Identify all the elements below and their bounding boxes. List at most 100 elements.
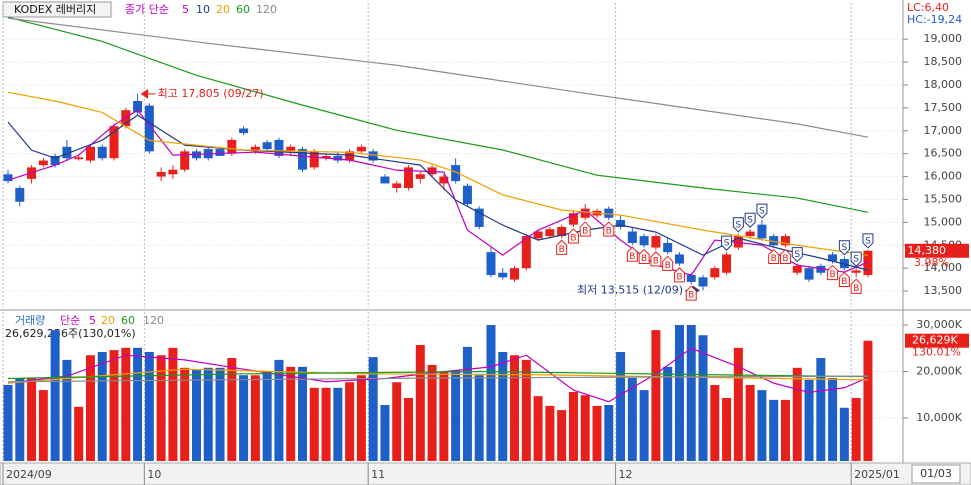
high-annotation: 최고 17,805 (09/27)	[158, 87, 264, 100]
volume-bar	[710, 384, 720, 461]
ma-line	[7, 347, 869, 403]
volume-bar	[392, 382, 402, 461]
y-tick-label: 17,000	[924, 124, 963, 137]
volume-bar	[828, 378, 838, 461]
candle-body	[286, 146, 296, 152]
lc-label: LC:6,40	[907, 1, 949, 14]
volume-bar	[97, 351, 107, 461]
last-price-box	[905, 243, 969, 258]
signal-marker	[603, 221, 615, 237]
cursor-date: 01/03	[920, 467, 952, 480]
volume-bar	[427, 364, 437, 461]
volume-bar	[227, 358, 237, 461]
volume-bar	[839, 407, 849, 461]
y-tick-label: 19,000	[924, 32, 963, 45]
signal-marker	[862, 233, 874, 249]
ma-line	[7, 370, 868, 380]
candle-body	[156, 171, 166, 177]
candle-body	[109, 126, 119, 159]
volume-bar	[757, 390, 767, 461]
candle-body	[356, 146, 366, 152]
candle-body	[733, 236, 743, 248]
y-tick-label: 13,500	[924, 284, 963, 297]
volume-bar	[439, 371, 449, 461]
signal-label: S	[747, 216, 753, 226]
candle-body	[180, 151, 190, 170]
ma-line	[7, 109, 869, 276]
volume-bar	[804, 379, 814, 461]
signal-marker	[850, 278, 862, 294]
candle-body	[262, 142, 272, 150]
high-arrow	[140, 88, 156, 99]
volume-bar	[168, 347, 178, 461]
volume-bar	[321, 387, 331, 461]
volume-bar	[356, 375, 366, 461]
candle-body	[451, 165, 461, 182]
volume-bar	[368, 357, 378, 461]
volume-bar	[521, 359, 531, 461]
symbol-box	[2, 1, 112, 18]
volume-bar	[745, 384, 755, 461]
signal-marker	[579, 221, 591, 237]
volume-bar	[85, 355, 95, 461]
candle-body	[604, 208, 614, 218]
signal-label: B	[606, 227, 612, 237]
candle-body	[828, 254, 838, 262]
volume-bar	[863, 340, 873, 461]
signal-marker	[744, 212, 756, 228]
x-axis-bar	[0, 462, 971, 485]
ma-line	[7, 16, 869, 213]
y-tick-label: 10,000K	[916, 411, 962, 424]
volume-bar	[604, 404, 614, 461]
volume-bar	[557, 410, 567, 461]
volume-bar	[3, 384, 13, 461]
volume-bar	[498, 351, 508, 461]
legend-entry: 5	[182, 3, 189, 16]
candle-body	[769, 236, 779, 246]
candle-body	[38, 160, 48, 166]
y-tick-label: 16,500	[924, 147, 963, 160]
signal-marker	[638, 248, 650, 265]
signal-label: B	[582, 227, 588, 237]
candle-body	[627, 231, 637, 243]
candle-body	[698, 277, 708, 287]
signal-label: B	[688, 291, 694, 301]
volume-bar	[580, 395, 590, 461]
signal-label: S	[759, 207, 765, 217]
volume-bar	[627, 378, 637, 461]
volume-bar	[404, 398, 414, 461]
candle-body	[215, 149, 225, 156]
x-tick-label: 2024/09	[6, 468, 52, 481]
candle-body	[298, 149, 307, 170]
signal-label: B	[782, 254, 788, 264]
volume-bar	[851, 398, 861, 461]
volume-bar	[215, 367, 225, 461]
volume-bar	[674, 325, 684, 461]
candle-body	[616, 220, 626, 227]
volume-bar	[510, 355, 520, 461]
ma-line	[7, 91, 869, 256]
signal-label: B	[665, 261, 671, 271]
signal-label: B	[641, 254, 647, 264]
volume-bar	[309, 387, 319, 461]
candle-body	[415, 174, 425, 179]
candle-body	[15, 188, 25, 202]
last-volume-box	[905, 333, 969, 348]
volume-bar	[792, 367, 802, 461]
signal-label: B	[676, 272, 682, 282]
candle-body	[863, 250, 873, 276]
signal-label: S	[724, 239, 730, 249]
candle-body	[545, 229, 555, 237]
candle-body	[321, 155, 331, 159]
volume-bar	[733, 347, 743, 461]
volume-bar	[545, 405, 555, 461]
candle-body	[792, 265, 802, 273]
volume-bar	[639, 390, 649, 461]
y-tick-label: 15,500	[924, 192, 963, 205]
volume-bar	[156, 355, 166, 461]
volume-bar	[816, 358, 826, 461]
volume-bar	[133, 347, 143, 461]
volume-bar	[474, 375, 484, 461]
volume-bar	[203, 367, 213, 461]
